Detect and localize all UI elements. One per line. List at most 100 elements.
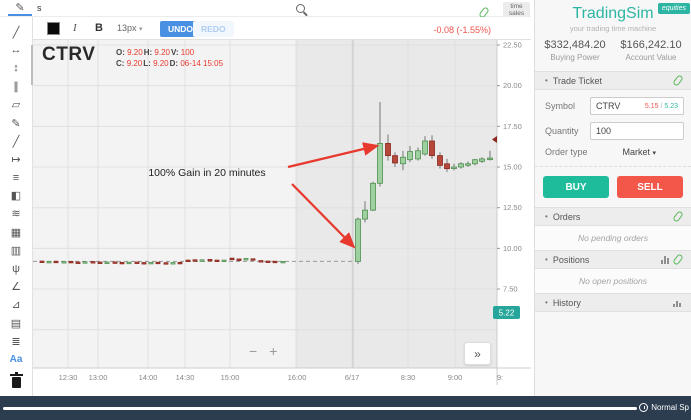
- pencil-tool-tab[interactable]: ✎: [8, 0, 32, 16]
- font-size-dropdown[interactable]: 13px ▾: [117, 23, 143, 33]
- tool-polygon-icon[interactable]: ▱: [11, 99, 21, 112]
- italic-button[interactable]: I: [73, 22, 77, 34]
- bullet-icon: •: [545, 76, 548, 85]
- flat-candle: [82, 261, 88, 264]
- flat-candle: [112, 261, 118, 264]
- flat-candle: [177, 261, 183, 265]
- search-icon[interactable]: [296, 4, 305, 13]
- tagline: your trading time machine: [569, 24, 657, 33]
- rally-candle: [377, 143, 383, 184]
- flat-candle: [148, 261, 154, 265]
- tool-fib-extension-icon[interactable]: ≣: [11, 335, 21, 348]
- tool-fan-waves-icon[interactable]: ≋: [11, 208, 21, 221]
- flat-candle: [221, 259, 227, 262]
- tool-triangle-icon[interactable]: ⊿: [11, 299, 21, 312]
- orders-title: Orders: [552, 211, 581, 222]
- tool-vertical-channel-icon[interactable]: ▥: [10, 244, 22, 257]
- quantity-input[interactable]: 100: [590, 122, 684, 140]
- rally-candle: [472, 159, 478, 165]
- paperclip-icon[interactable]: [672, 210, 684, 223]
- flat-candle: [236, 258, 242, 261]
- positions-header[interactable]: • Positions: [535, 250, 691, 269]
- fast-forward-button[interactable]: »: [464, 342, 491, 365]
- tool-ray-icon[interactable]: ╱: [12, 135, 20, 148]
- bar-chart-icon: [661, 255, 669, 264]
- flat-candle: [90, 261, 96, 264]
- price-tick-label: 22.50: [503, 41, 522, 50]
- tool-arrow-measure-icon[interactable]: ↦: [11, 153, 21, 166]
- tool-text-tool-icon[interactable]: Aa: [9, 353, 23, 365]
- time-sales-line1: time: [510, 3, 523, 10]
- tool-fib-retracement-icon[interactable]: ▤: [10, 317, 22, 330]
- zoom-in-button[interactable]: +: [269, 343, 278, 359]
- redo-button[interactable]: REDO: [193, 21, 234, 37]
- tool-trend-line-icon[interactable]: ╱: [12, 26, 20, 39]
- gain-annotation: 100% Gain in 20 minutes: [148, 167, 265, 179]
- tool-brush-icon[interactable]: ✎: [11, 117, 21, 130]
- bullet-icon: •: [545, 298, 548, 307]
- flat-candle: [250, 258, 256, 261]
- drawing-tools-sidebar: ╱ ↔ ↕ ∥ ▱ ✎ ╱ ↦ ≡ ◧ ≋ ▦ ▥ ψ ∠ ⊿ ▤ ≣ Aa: [0, 17, 33, 396]
- buying-power: $332,484.20 Buying Power: [537, 39, 613, 62]
- zoom-out-button[interactable]: −: [249, 343, 258, 359]
- speed-label: Normal Sp: [651, 403, 689, 412]
- flat-candle: [192, 259, 198, 262]
- paperclip-icon[interactable]: [672, 74, 684, 87]
- replay-progress-bar[interactable]: [3, 407, 637, 410]
- typed-text: s: [37, 3, 42, 13]
- tool-horizontal-line-icon[interactable]: ↔: [10, 44, 22, 57]
- account-value: $166,242.10 Account Value: [613, 39, 689, 62]
- trade-ticket-title: Trade Ticket: [552, 75, 602, 86]
- orders-header[interactable]: • Orders: [535, 207, 691, 226]
- flat-candle: [207, 259, 213, 262]
- tool-pattern-box-icon[interactable]: ▦: [10, 226, 22, 239]
- speed-control[interactable]: Normal Sp: [639, 403, 689, 412]
- replay-bottom-bar: Normal Sp: [0, 396, 691, 420]
- rally-candle: [362, 209, 368, 220]
- rally-candle: [400, 156, 406, 165]
- order-type-dropdown[interactable]: Market ▾: [622, 147, 656, 157]
- flat-candle: [265, 260, 271, 263]
- time-sales-button[interactable]: time sales: [503, 2, 530, 17]
- tool-eraser-icon[interactable]: ◧: [10, 190, 22, 203]
- history-header[interactable]: • History: [535, 293, 691, 312]
- price-tick-label: 15.00: [503, 163, 522, 172]
- tool-parallel-channel-icon[interactable]: ∥: [13, 81, 19, 94]
- ohlc-line2: C: 9.20L: 9.20D: 06-14 15:05: [116, 59, 224, 68]
- quote-change: -0.08 (-1.55%): [433, 25, 491, 35]
- time-tick-label: 8:30: [401, 373, 416, 382]
- tool-pitchfork-icon[interactable]: ψ: [12, 262, 20, 275]
- sell-button[interactable]: SELL: [617, 176, 683, 198]
- symbol-input[interactable]: CTRV 5.15 / 5.23: [590, 97, 684, 115]
- trade-ticket-header[interactable]: • Trade Ticket: [535, 71, 691, 90]
- order-type-value: Market: [622, 147, 650, 157]
- flat-candle: [126, 261, 132, 265]
- bold-button[interactable]: B: [95, 22, 103, 34]
- flat-candle: [61, 261, 67, 264]
- chevron-down-icon: ▾: [139, 26, 143, 33]
- rally-candle: [370, 182, 376, 211]
- account-value-label: Account Value: [625, 53, 677, 62]
- trash-icon[interactable]: [9, 372, 23, 388]
- time-tick-label: 13:00: [89, 373, 108, 382]
- time-tick-label: 6/17: [345, 373, 360, 382]
- flat-candle: [214, 259, 220, 262]
- flat-candle: [163, 262, 169, 265]
- buy-button[interactable]: BUY: [543, 176, 609, 198]
- tool-vertical-line-icon[interactable]: ↕: [13, 62, 19, 75]
- tradingsim-logo: TradingSim: [572, 5, 654, 22]
- chart-panel: 100% Gain in 20 minutes 22.50 20.00 17.50 15…: [0, 0, 531, 396]
- rally-candle: [385, 143, 391, 157]
- paperclip-icon[interactable]: [672, 253, 684, 266]
- color-swatch[interactable]: [47, 22, 60, 35]
- annotation-arrow: [291, 183, 356, 249]
- toolbar-scrollbar[interactable]: [31, 45, 33, 85]
- price-tick-label: 10.00: [503, 244, 522, 253]
- flat-candle: [104, 261, 110, 264]
- time-tick-label: 9:00: [448, 373, 463, 382]
- tool-horizontal-lines-icon[interactable]: ≡: [12, 171, 20, 184]
- undo-button[interactable]: UNDO: [160, 21, 202, 37]
- tool-gann-fan-icon[interactable]: ∠: [11, 281, 21, 294]
- flat-candle: [97, 261, 103, 264]
- quantity-row: Quantity 100: [535, 115, 691, 140]
